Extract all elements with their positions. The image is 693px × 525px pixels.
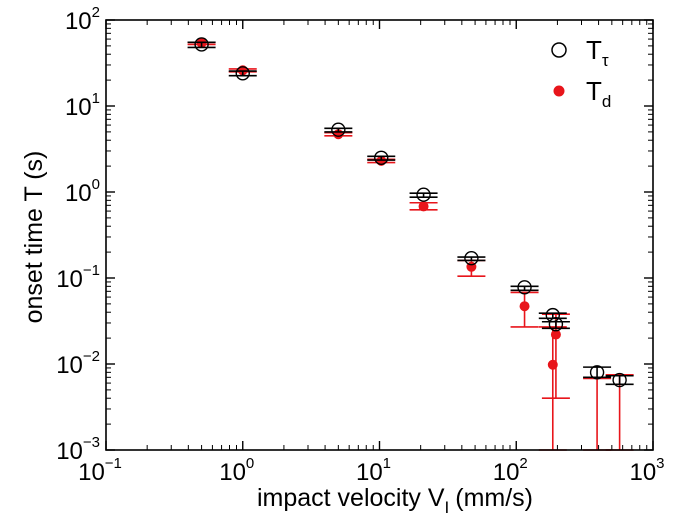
y-tick-label: 10−3 — [56, 434, 100, 465]
ttau-point — [548, 317, 564, 332]
legend-ttau-label: Tτ — [586, 35, 609, 70]
legend-td-label: Td — [586, 76, 611, 111]
x-tick-label: 102 — [493, 455, 528, 486]
ttau-point — [589, 365, 605, 380]
ttau-point — [374, 150, 389, 165]
ttau-point — [331, 122, 346, 137]
td-point — [418, 201, 429, 212]
x-axis-label: impact velocity VI (mm/s) — [257, 484, 533, 517]
x-tick-label: 10−1 — [78, 455, 122, 486]
x-axis-label-sub: I — [445, 498, 450, 517]
axes: 10−1 100 101 102 103 10−3 10−2 10−1 100 101 102 — [56, 4, 664, 486]
legend-ttau-marker — [551, 42, 567, 58]
x-tick-label: 100 — [219, 455, 254, 486]
legend: Tτ Td — [551, 35, 611, 111]
y-tick-label: 102 — [65, 4, 100, 35]
y-tick-label: 100 — [65, 176, 100, 207]
ttau-point — [416, 187, 431, 202]
ttau-point — [235, 66, 250, 81]
ttau-point — [517, 280, 532, 295]
x-tick-label: 101 — [356, 455, 391, 486]
y-tick-label: 10−2 — [56, 348, 100, 379]
ttau-point — [194, 37, 209, 52]
td-point — [519, 301, 530, 312]
ttau-point — [612, 372, 627, 388]
plot-area — [187, 37, 634, 451]
legend-td-marker — [553, 85, 565, 97]
y-tick-label: 10−1 — [56, 262, 100, 293]
plot-frame — [105, 19, 654, 451]
y-tick-label: 101 — [65, 90, 100, 121]
ttau-point — [464, 250, 479, 266]
x-tick-label: 103 — [629, 455, 664, 486]
td-point — [547, 359, 558, 370]
y-axis-label: onset time T (s) — [20, 151, 48, 324]
